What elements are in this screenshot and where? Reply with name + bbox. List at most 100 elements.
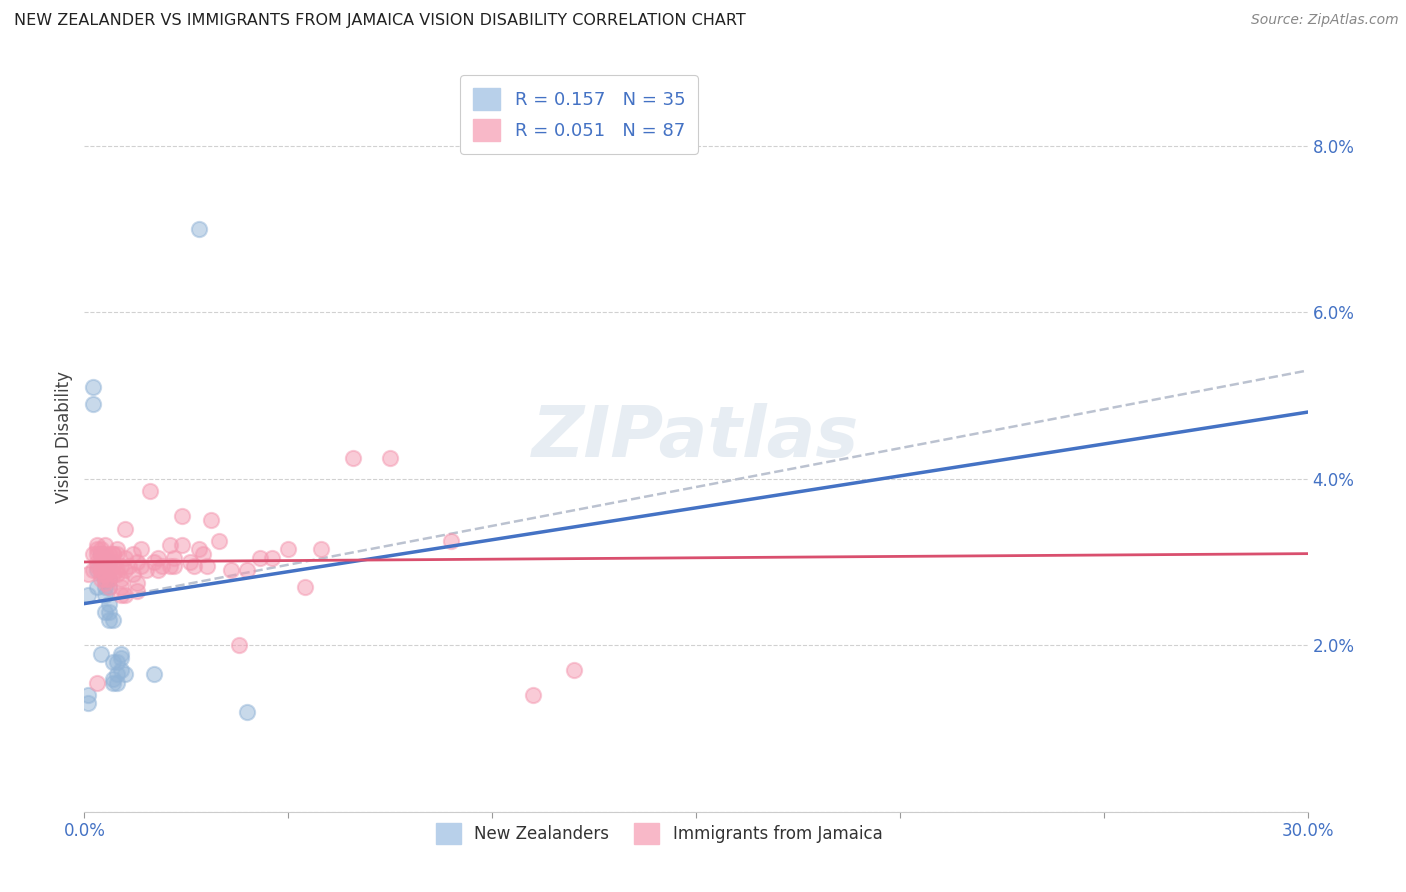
Point bbox=[105, 542, 128, 557]
Point bbox=[138, 484, 160, 499]
Point bbox=[440, 534, 463, 549]
Point bbox=[93, 555, 115, 569]
Point bbox=[118, 559, 141, 574]
Point bbox=[228, 638, 250, 652]
Point bbox=[208, 534, 231, 549]
Point bbox=[90, 563, 112, 577]
Point bbox=[163, 559, 186, 574]
Point bbox=[77, 567, 100, 582]
Point bbox=[90, 567, 112, 582]
Point bbox=[82, 547, 104, 561]
Point bbox=[82, 380, 104, 394]
Point bbox=[86, 542, 108, 557]
Point bbox=[101, 655, 124, 669]
Point bbox=[93, 605, 115, 619]
Text: Source: ZipAtlas.com: Source: ZipAtlas.com bbox=[1251, 13, 1399, 28]
Point bbox=[114, 522, 136, 536]
Point bbox=[90, 563, 112, 577]
Point bbox=[97, 572, 120, 586]
Point bbox=[93, 580, 115, 594]
Point bbox=[93, 538, 115, 552]
Point bbox=[110, 647, 132, 661]
Point bbox=[105, 547, 128, 561]
Point bbox=[183, 559, 205, 574]
Point bbox=[86, 580, 108, 594]
Point bbox=[127, 555, 149, 569]
Point bbox=[97, 580, 120, 594]
Point bbox=[179, 555, 201, 569]
Point bbox=[127, 575, 149, 590]
Point bbox=[77, 697, 100, 711]
Point bbox=[93, 559, 115, 574]
Point bbox=[90, 572, 112, 586]
Point bbox=[114, 550, 136, 565]
Point bbox=[90, 559, 112, 574]
Point bbox=[110, 650, 132, 665]
Point bbox=[101, 555, 124, 569]
Point bbox=[101, 675, 124, 690]
Point bbox=[77, 688, 100, 702]
Point bbox=[97, 597, 120, 611]
Point bbox=[101, 547, 124, 561]
Point bbox=[131, 559, 153, 574]
Point bbox=[150, 559, 173, 574]
Point bbox=[122, 567, 145, 582]
Point bbox=[105, 567, 128, 582]
Point bbox=[187, 542, 209, 557]
Point bbox=[146, 550, 169, 565]
Point bbox=[97, 555, 120, 569]
Point bbox=[90, 542, 112, 557]
Point bbox=[97, 555, 120, 569]
Point bbox=[90, 550, 112, 565]
Point bbox=[105, 655, 128, 669]
Point bbox=[110, 580, 132, 594]
Point bbox=[114, 563, 136, 577]
Point bbox=[277, 542, 299, 557]
Point bbox=[90, 647, 112, 661]
Point bbox=[97, 555, 120, 569]
Point bbox=[110, 559, 132, 574]
Point bbox=[93, 572, 115, 586]
Point bbox=[86, 563, 108, 577]
Point bbox=[101, 559, 124, 574]
Point bbox=[522, 688, 544, 702]
Point bbox=[191, 547, 214, 561]
Point bbox=[97, 613, 120, 627]
Point bbox=[97, 572, 120, 586]
Point bbox=[82, 563, 104, 577]
Point bbox=[110, 663, 132, 677]
Legend: New Zealanders, Immigrants from Jamaica: New Zealanders, Immigrants from Jamaica bbox=[427, 815, 891, 852]
Point bbox=[101, 547, 124, 561]
Point bbox=[236, 563, 259, 577]
Point bbox=[294, 580, 316, 594]
Point bbox=[86, 547, 108, 561]
Point bbox=[142, 555, 165, 569]
Point bbox=[131, 542, 153, 557]
Point bbox=[101, 567, 124, 582]
Y-axis label: Vision Disability: Vision Disability bbox=[55, 371, 73, 503]
Point bbox=[110, 572, 132, 586]
Point bbox=[127, 584, 149, 599]
Point bbox=[135, 563, 157, 577]
Point bbox=[114, 667, 136, 681]
Point bbox=[93, 575, 115, 590]
Point bbox=[77, 588, 100, 602]
Point bbox=[105, 667, 128, 681]
Point bbox=[105, 675, 128, 690]
Point bbox=[159, 559, 181, 574]
Point bbox=[97, 547, 120, 561]
Point bbox=[142, 667, 165, 681]
Point bbox=[122, 547, 145, 561]
Point bbox=[86, 555, 108, 569]
Point bbox=[90, 555, 112, 569]
Point bbox=[172, 538, 194, 552]
Point bbox=[195, 559, 218, 574]
Point bbox=[219, 563, 242, 577]
Point bbox=[90, 547, 112, 561]
Point bbox=[97, 580, 120, 594]
Point bbox=[309, 542, 332, 557]
Point bbox=[101, 672, 124, 686]
Point bbox=[236, 705, 259, 719]
Point bbox=[146, 563, 169, 577]
Point bbox=[93, 588, 115, 602]
